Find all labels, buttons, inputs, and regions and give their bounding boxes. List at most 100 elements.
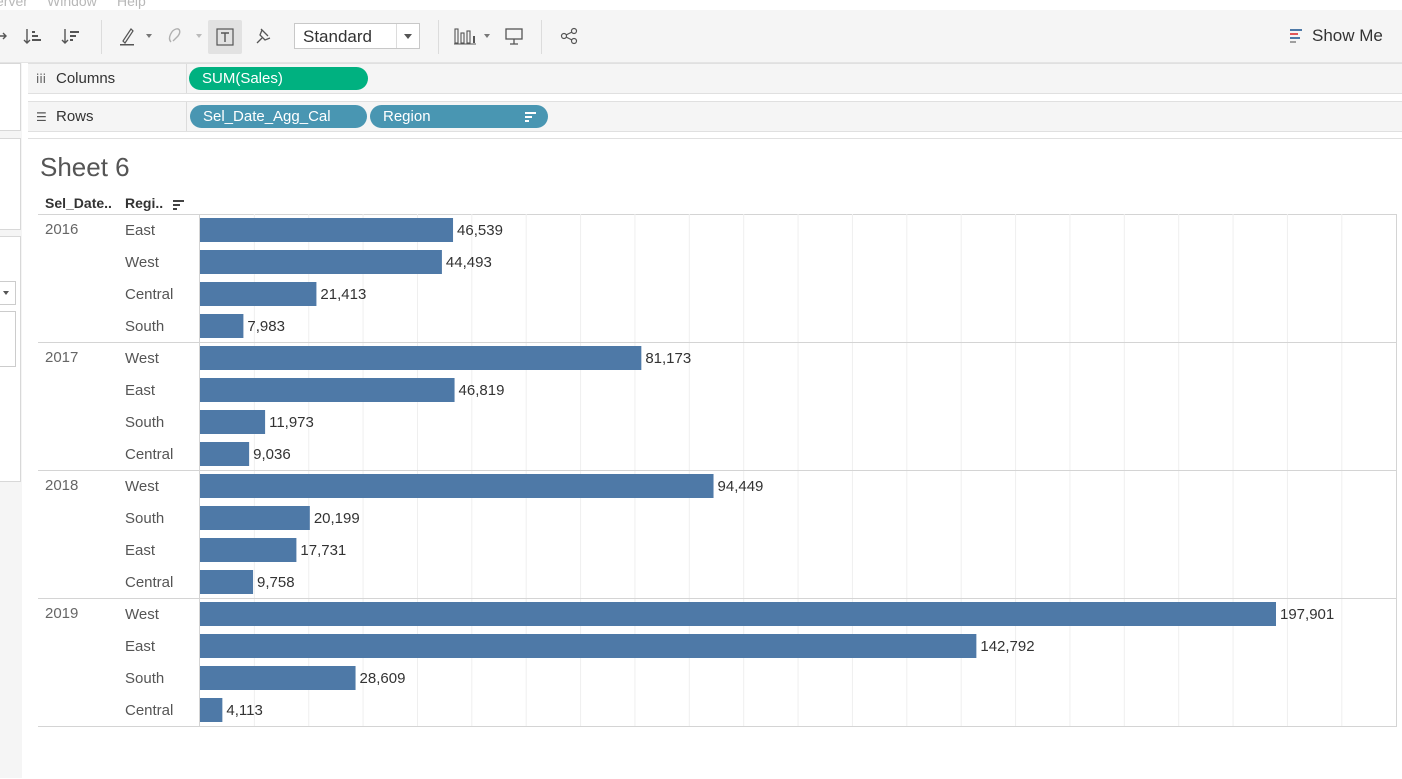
bar-value-label: 20,199 bbox=[314, 510, 360, 527]
year-label[interactable]: 2019 bbox=[45, 605, 79, 622]
bar-value-label: 94,449 bbox=[718, 478, 764, 495]
region-label[interactable]: East bbox=[125, 542, 156, 559]
marks-card bbox=[0, 236, 21, 482]
region-label[interactable]: West bbox=[125, 478, 159, 495]
menu-item-server[interactable]: erver bbox=[0, 0, 28, 9]
bar[interactable] bbox=[200, 250, 442, 274]
menu-item-window[interactable]: Window bbox=[47, 0, 97, 9]
chevron-down-icon bbox=[3, 291, 9, 295]
redo-icon[interactable] bbox=[0, 24, 8, 48]
bar[interactable] bbox=[200, 474, 714, 498]
highlight-icon[interactable] bbox=[116, 24, 138, 48]
toolbar: Standard Show Me bbox=[0, 10, 1402, 63]
region-label[interactable]: East bbox=[125, 222, 156, 239]
bar[interactable] bbox=[200, 666, 356, 690]
menu-item-help[interactable]: Help bbox=[117, 0, 146, 9]
mark-type-select[interactable] bbox=[0, 281, 16, 305]
sort-ascending-icon[interactable] bbox=[22, 24, 44, 48]
chart-dropdown-icon[interactable] bbox=[484, 34, 490, 38]
bar-value-label: 11,973 bbox=[269, 414, 314, 431]
bar[interactable] bbox=[200, 634, 977, 658]
bar-value-label: 44,493 bbox=[446, 254, 492, 271]
rows-label-text: Rows bbox=[56, 108, 94, 125]
year-label[interactable]: 2016 bbox=[45, 221, 79, 238]
filters-card bbox=[0, 138, 21, 230]
bar[interactable] bbox=[200, 698, 223, 722]
group-dropdown-icon[interactable] bbox=[196, 34, 202, 38]
presentation-mode-icon[interactable] bbox=[503, 24, 525, 48]
region-label[interactable]: West bbox=[125, 254, 159, 271]
rows-shelf[interactable]: ☰ Rows Sel_Date_Agg_Cal Region bbox=[28, 101, 1402, 132]
columns-label-text: Columns bbox=[56, 70, 116, 87]
bar-value-label: 142,792 bbox=[980, 638, 1034, 655]
bar-value-label: 9,036 bbox=[253, 446, 291, 463]
bar-value-label: 81,173 bbox=[645, 350, 691, 367]
bar-value-label: 46,819 bbox=[459, 382, 505, 399]
region-label[interactable]: East bbox=[125, 638, 156, 655]
year-label[interactable]: 2017 bbox=[45, 349, 79, 366]
pill-label: SUM(Sales) bbox=[202, 70, 283, 87]
header-region[interactable]: Regi.. bbox=[125, 195, 164, 211]
bar[interactable] bbox=[200, 346, 642, 370]
marks-property-button[interactable] bbox=[0, 311, 16, 367]
columns-icon: iii bbox=[36, 71, 47, 86]
group-members-icon[interactable] bbox=[163, 24, 185, 48]
menu-bar: erver Window Help bbox=[0, 0, 1402, 10]
region-label[interactable]: East bbox=[125, 382, 156, 399]
bar[interactable] bbox=[200, 538, 297, 562]
header-sel-date[interactable]: Sel_Date.. bbox=[45, 195, 112, 211]
year-label[interactable]: 2018 bbox=[45, 477, 79, 494]
pages-card bbox=[0, 63, 21, 131]
fit-mode-value: Standard bbox=[303, 27, 372, 46]
bar[interactable] bbox=[200, 314, 244, 338]
bar-value-label: 21,413 bbox=[320, 286, 366, 303]
highlight-dropdown-icon[interactable] bbox=[146, 34, 152, 38]
sel-date-agg-cal-pill[interactable]: Sel_Date_Agg_Cal bbox=[190, 105, 367, 128]
bar[interactable] bbox=[200, 602, 1276, 626]
share-icon[interactable] bbox=[558, 24, 580, 48]
bar[interactable] bbox=[200, 442, 250, 466]
bar[interactable] bbox=[200, 218, 454, 242]
show-labels-chart-icon[interactable] bbox=[453, 24, 477, 48]
bar[interactable] bbox=[200, 378, 455, 402]
show-mark-labels-icon[interactable] bbox=[208, 20, 242, 54]
region-label[interactable]: Central bbox=[125, 702, 174, 719]
left-pane bbox=[0, 63, 22, 778]
bar-value-label: 17,731 bbox=[300, 542, 346, 559]
bar-value-label: 7,983 bbox=[247, 318, 285, 335]
sort-descending-icon[interactable] bbox=[60, 24, 82, 48]
region-label[interactable]: Central bbox=[125, 574, 174, 591]
region-label[interactable]: Central bbox=[125, 286, 174, 303]
bar-value-label: 9,758 bbox=[257, 574, 295, 591]
bar[interactable] bbox=[200, 506, 310, 530]
region-label[interactable]: West bbox=[125, 606, 159, 623]
sort-descending-icon[interactable] bbox=[525, 112, 536, 122]
rows-icon: ☰ bbox=[36, 109, 47, 124]
region-label[interactable]: West bbox=[125, 350, 159, 367]
chart-frame bbox=[38, 214, 1397, 727]
region-label[interactable]: Central bbox=[125, 446, 174, 463]
sum-sales-pill[interactable]: SUM(Sales) bbox=[189, 67, 368, 90]
pill-label: Region bbox=[383, 108, 431, 125]
region-pill[interactable]: Region bbox=[370, 105, 548, 128]
region-label[interactable]: South bbox=[125, 510, 165, 527]
pill-label: Sel_Date_Agg_Cal bbox=[203, 108, 331, 125]
bar-value-label: 4,113 bbox=[226, 702, 262, 719]
region-label[interactable]: South bbox=[125, 414, 165, 431]
columns-shelf[interactable]: iii Columns SUM(Sales) bbox=[28, 63, 1402, 94]
chevron-down-icon bbox=[396, 24, 419, 48]
bar[interactable] bbox=[200, 282, 317, 306]
bar[interactable] bbox=[200, 570, 254, 594]
bar-value-label: 46,539 bbox=[457, 222, 503, 239]
show-me-label: Show Me bbox=[1312, 26, 1383, 45]
bar-value-label: 197,901 bbox=[1280, 606, 1334, 623]
pin-icon[interactable] bbox=[252, 24, 274, 48]
show-me-button[interactable]: Show Me bbox=[1290, 23, 1383, 49]
region-label[interactable]: South bbox=[125, 670, 165, 687]
bar[interactable] bbox=[200, 410, 266, 434]
region-label[interactable]: South bbox=[125, 318, 165, 335]
header-sort-icon[interactable] bbox=[173, 200, 184, 210]
show-me-icon bbox=[1290, 28, 1304, 44]
fit-mode-select[interactable]: Standard bbox=[294, 23, 420, 49]
